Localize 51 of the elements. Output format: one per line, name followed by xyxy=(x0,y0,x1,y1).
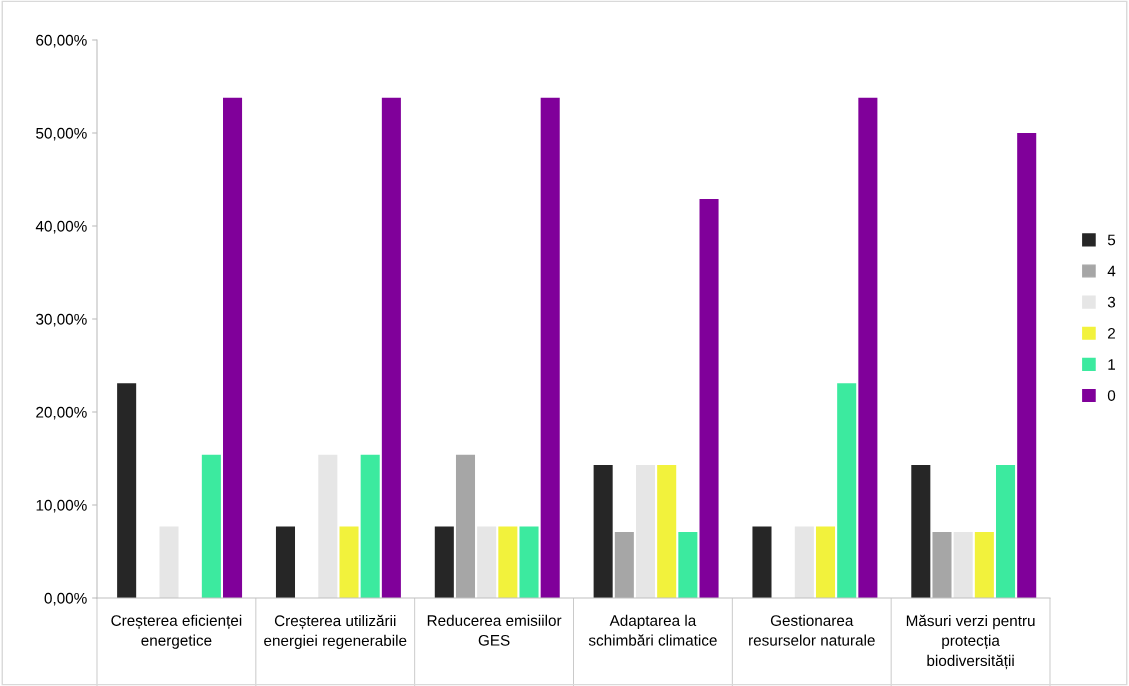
bar xyxy=(1017,133,1037,598)
bar xyxy=(360,454,380,598)
bar xyxy=(657,465,677,598)
bar xyxy=(932,531,952,598)
bar xyxy=(614,531,634,598)
bar xyxy=(752,526,772,598)
legend-label: 5 xyxy=(1107,234,1116,246)
y-tick-label: 20,00% xyxy=(36,406,87,420)
legend-label: 2 xyxy=(1108,327,1115,339)
y-tick-label: 50,00% xyxy=(36,127,87,141)
bar xyxy=(223,97,243,598)
x-tick-label: Creșterea utilizării energiei regenerabile xyxy=(264,614,407,650)
x-tick-label: Gestionarea resurselor naturale xyxy=(749,614,875,646)
y-tick-label: 0,00% xyxy=(44,592,87,606)
bar xyxy=(837,383,857,598)
bar xyxy=(117,383,137,598)
legend-label: 3 xyxy=(1107,296,1116,308)
bar xyxy=(794,526,814,598)
legend-label: 4 xyxy=(1107,265,1116,277)
bar xyxy=(339,526,359,598)
bar xyxy=(593,465,613,598)
x-tick-label: Reducerea emisiilor GES xyxy=(427,614,562,646)
bar xyxy=(318,454,338,598)
bar xyxy=(455,454,476,598)
bar xyxy=(519,526,539,598)
x-tick-label: Măsuri verzi pentru protecția biodiversității xyxy=(906,614,1035,670)
bar xyxy=(815,526,836,598)
bar xyxy=(434,526,454,598)
bar xyxy=(498,526,518,598)
bar xyxy=(540,97,560,598)
legend-label: 0 xyxy=(1107,390,1116,401)
y-tick-label: 40,00% xyxy=(35,220,87,234)
bar xyxy=(275,526,296,598)
bar xyxy=(201,454,221,598)
bar xyxy=(996,465,1016,598)
bar xyxy=(858,97,878,598)
bar xyxy=(911,465,931,598)
bar xyxy=(699,199,719,598)
bar xyxy=(974,531,994,598)
bar xyxy=(381,97,401,598)
bar xyxy=(678,531,698,598)
y-tick-label: 30,00% xyxy=(36,313,87,327)
x-tick-label: Adaptarea la schimbări climatice xyxy=(588,614,717,646)
bar xyxy=(635,465,656,598)
bar xyxy=(159,526,179,598)
bar xyxy=(953,531,973,598)
x-tick-label: Creșterea eficienței energetice xyxy=(111,614,242,649)
y-tick-label: 60,00% xyxy=(36,34,87,48)
legend-label: 1 xyxy=(1108,359,1116,370)
bar xyxy=(477,526,497,598)
y-tick-label: 10,00% xyxy=(36,499,87,513)
